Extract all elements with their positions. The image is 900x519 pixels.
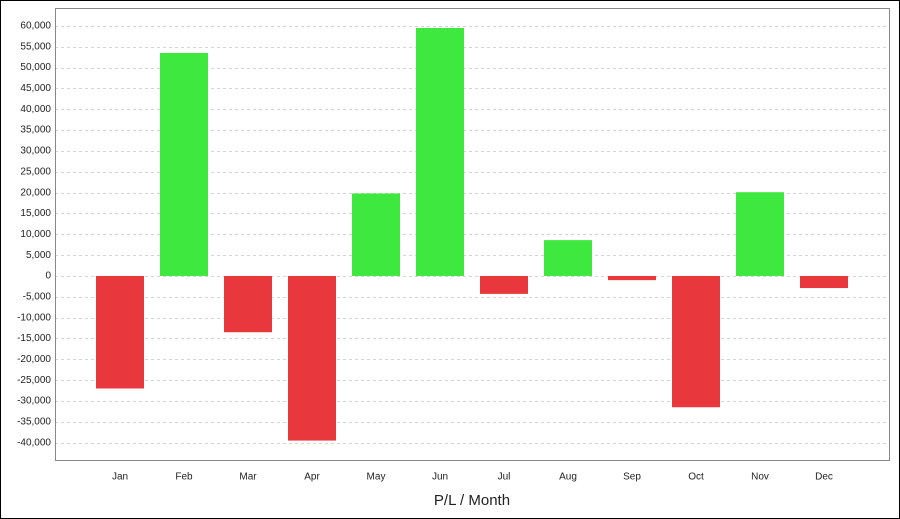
- bar: [544, 240, 592, 276]
- bar: [480, 275, 528, 294]
- y-tick-label: 50,000: [20, 62, 51, 73]
- y-tick-label: -25,000: [17, 375, 51, 386]
- y-tick-label: 15,000: [20, 208, 51, 219]
- x-tick-label: Apr: [304, 472, 320, 483]
- y-tick-label: -20,000: [17, 354, 51, 365]
- y-tick-label: -5,000: [23, 291, 52, 302]
- bar: [224, 275, 272, 333]
- y-tick-label: 0: [45, 271, 51, 282]
- bar: [736, 192, 784, 276]
- y-tick-label: -30,000: [17, 396, 51, 407]
- bar: [352, 193, 400, 276]
- y-tick-label: 55,000: [20, 41, 51, 52]
- x-tick-label: Jun: [432, 472, 448, 483]
- x-tick-label: Jul: [498, 472, 511, 483]
- y-tick-label: 20,000: [20, 187, 51, 198]
- y-tick-label: 25,000: [20, 166, 51, 177]
- x-tick-label: Mar: [239, 472, 257, 483]
- bar: [96, 275, 144, 389]
- bar: [608, 275, 656, 281]
- y-tick-label: -35,000: [17, 416, 51, 427]
- bar: [800, 275, 848, 289]
- y-tick-label: 40,000: [20, 104, 51, 115]
- x-axis-label: P/L / Month: [434, 492, 510, 509]
- x-tick-label: Nov: [751, 472, 769, 483]
- y-tick-label: -40,000: [17, 437, 51, 448]
- y-tick-label: 10,000: [20, 229, 51, 240]
- plot-border: [55, 8, 890, 461]
- x-tick-label: Jan: [112, 472, 128, 483]
- bar: [160, 53, 208, 276]
- y-tick-label: -15,000: [17, 333, 51, 344]
- bar: [672, 275, 720, 408]
- bar: [288, 275, 336, 441]
- y-tick-label: 5,000: [26, 250, 51, 261]
- x-tick-label: Feb: [175, 472, 193, 483]
- y-tick-label: 30,000: [20, 146, 51, 157]
- x-tick-label: Dec: [815, 472, 833, 483]
- x-tick-label: May: [367, 472, 386, 483]
- x-tick-label: Sep: [623, 472, 641, 483]
- x-tick-label: Oct: [688, 472, 704, 483]
- bar: [416, 28, 464, 276]
- y-tick-label: -10,000: [17, 312, 51, 323]
- y-tick-label: 60,000: [20, 21, 51, 32]
- bar-layer: [96, 28, 848, 441]
- x-tick-label: Aug: [559, 472, 577, 483]
- y-tick-label: 35,000: [20, 125, 51, 136]
- y-tick-label: 45,000: [20, 83, 51, 94]
